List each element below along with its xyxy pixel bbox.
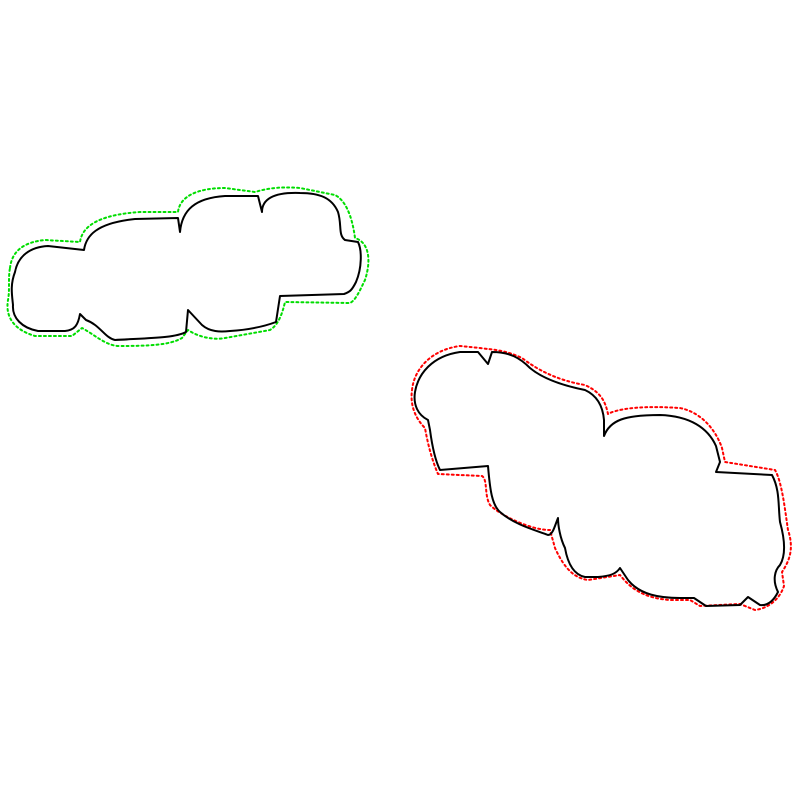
right-cloud-contour xyxy=(410,345,792,611)
left-cloud xyxy=(6,186,370,347)
right-cloud xyxy=(410,345,792,611)
right-cloud-outline xyxy=(413,351,786,607)
left-cloud-contour xyxy=(6,186,370,347)
left-cloud-outline xyxy=(10,191,362,341)
